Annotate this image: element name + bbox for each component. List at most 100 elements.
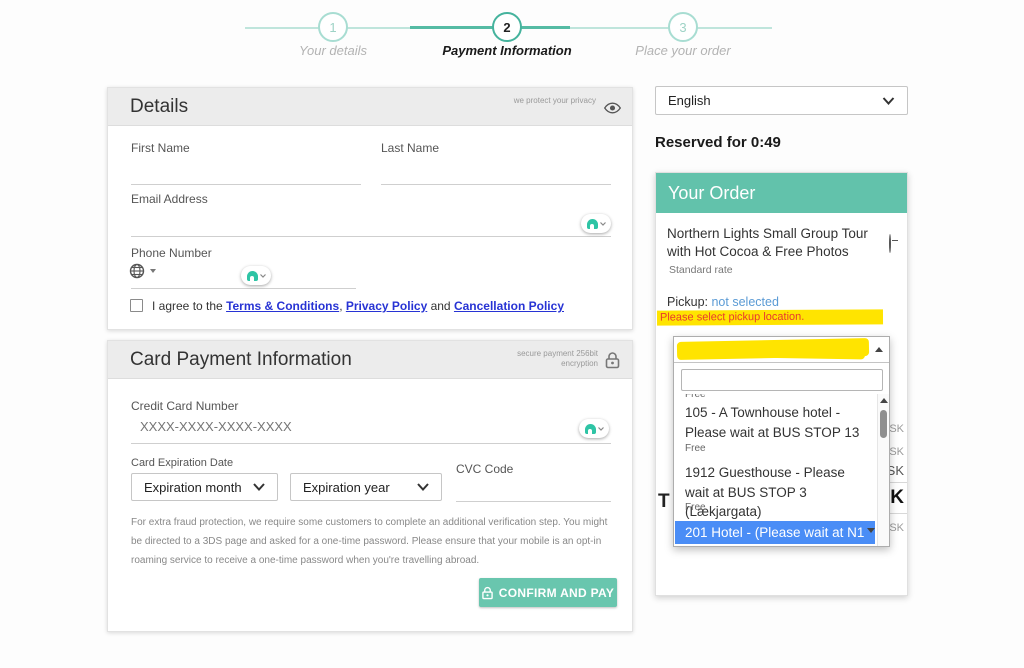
cvc-input[interactable]	[456, 501, 611, 502]
cc-input-underline	[131, 443, 611, 444]
phone-input[interactable]	[131, 288, 356, 289]
cc-input[interactable]	[140, 419, 360, 434]
details-card: Details we protect your privacy First Na…	[107, 87, 633, 330]
last-name-input[interactable]	[381, 184, 611, 185]
pickup-option-price: Free	[685, 502, 706, 513]
language-select[interactable]: English	[655, 86, 908, 115]
payment-card-header: Card Payment Information secure payment …	[108, 341, 632, 379]
autofill-icon[interactable]	[579, 419, 609, 438]
confirm-and-pay-button[interactable]: CONFIRM AND PAY	[479, 578, 617, 607]
rate-label: Standard rate	[669, 264, 733, 276]
clipped-free-label: Free	[685, 394, 706, 400]
details-title: Details	[130, 96, 189, 117]
privacy-note: we protect your privacy	[513, 96, 596, 105]
last-name-label: Last Name	[381, 141, 440, 155]
fraud-note: For extra fraud protection, we require s…	[131, 517, 608, 566]
autofill-arch-icon	[586, 218, 598, 229]
pickup-warning: Please select pickup location.	[656, 309, 884, 326]
payment-title: Card Payment Information	[130, 349, 352, 370]
email-label: Email Address	[131, 192, 208, 206]
divider	[889, 482, 907, 483]
step-3-circle[interactable]: 3	[668, 12, 698, 42]
expiration-month-select[interactable]: Expiration month	[131, 473, 278, 501]
step-1-label: Your details	[299, 43, 367, 58]
autofill-icon[interactable]	[241, 266, 271, 285]
obscured-total-price-fragment: K	[890, 487, 904, 508]
step-1-number: 1	[329, 19, 337, 35]
obscured-price-fragment: SK	[889, 423, 904, 435]
agree-text: I agree to the Terms & Conditions, Priva…	[152, 299, 564, 313]
step-3-label: Place your order	[635, 43, 731, 58]
order-panel: Your Order Northern Lights Small Group T…	[655, 172, 908, 596]
chevron-down-icon	[259, 273, 266, 278]
eye-icon	[603, 101, 622, 119]
step-2-circle[interactable]: 2	[492, 12, 522, 42]
agree-sep: ,	[339, 299, 346, 313]
stepper-line-active	[410, 26, 570, 29]
pickup-option-price: Free	[685, 443, 706, 454]
step-3-number: 3	[679, 19, 687, 35]
chevron-down-icon	[882, 96, 895, 105]
globe-icon[interactable]	[129, 263, 145, 284]
divider	[889, 513, 907, 514]
first-name-input[interactable]	[131, 184, 361, 185]
cc-label: Credit Card Number	[131, 399, 239, 413]
agree-sep: and	[427, 299, 454, 313]
cvc-label: CVC Code	[456, 462, 514, 476]
expiration-year-select[interactable]: Expiration year	[290, 473, 442, 501]
lock-icon	[482, 586, 493, 599]
pickup-select-closed[interactable]	[674, 337, 889, 363]
expiration-year-value: Expiration year	[303, 479, 390, 495]
privacy-policy-link[interactable]: Privacy Policy	[345, 299, 428, 313]
obscured-price-fragment: SK	[886, 463, 904, 478]
step-2-label: Payment Information	[442, 43, 572, 58]
tour-name: Northern Lights Small Group Tour with Ho…	[667, 226, 868, 260]
autofill-arch-icon	[584, 423, 596, 434]
terms-link[interactable]: Terms & Conditions	[226, 299, 340, 313]
obscured-price-fragment: SK	[889, 522, 904, 534]
remove-item-icon[interactable]	[889, 234, 891, 253]
confirm-button-label: CONFIRM AND PAY	[498, 585, 615, 600]
expiration-month-value: Expiration month	[144, 479, 242, 495]
scroll-up-arrow-icon[interactable]	[880, 398, 888, 403]
payment-card: Card Payment Information secure payment …	[107, 340, 633, 632]
chevron-down-icon	[417, 483, 429, 491]
pickup-status-link[interactable]: not selected	[711, 295, 779, 309]
checkout-stepper: 1 2 3 Your details Payment Information P…	[0, 0, 1024, 70]
pickup-label: Pickup:	[667, 295, 708, 309]
secure-note: secure payment 256bit encryption	[517, 349, 598, 369]
autofill-icon[interactable]	[581, 214, 611, 233]
step-2-number: 2	[503, 19, 511, 35]
chevron-down-icon	[253, 483, 265, 491]
cancellation-policy-link[interactable]: Cancellation Policy	[453, 299, 564, 313]
pickup-row: Pickup: not selected	[667, 295, 779, 309]
order-header: Your Order	[656, 173, 907, 213]
country-code-caret-icon[interactable]	[150, 269, 156, 273]
details-card-header: Details we protect your privacy	[108, 88, 632, 126]
agree-checkbox[interactable]	[130, 299, 143, 312]
first-name-label: First Name	[131, 141, 190, 155]
pickup-dropdown: Free 105 - A Townhouse hotel - Please wa…	[673, 336, 890, 547]
phone-label: Phone Number	[131, 246, 212, 260]
pickup-option[interactable]: 1912 Guesthouse - Please wait at BUS STO…	[685, 465, 845, 520]
obscured-price-fragment: SK	[889, 446, 904, 458]
scrollbar-thumb[interactable]	[880, 410, 887, 438]
expiration-label: Card Expiration Date	[131, 457, 234, 469]
pickup-option-selected[interactable]: 201 Hotel - (Please wait at N1	[675, 521, 875, 544]
collapse-arrow-icon[interactable]	[875, 347, 883, 352]
autofill-arch-icon	[246, 270, 258, 281]
chevron-down-icon	[597, 426, 604, 431]
order-title: Your Order	[668, 183, 756, 203]
dropdown-scrollbar[interactable]	[877, 394, 889, 546]
step-1-circle[interactable]: 1	[318, 12, 348, 42]
clipped-option-sub: Free	[685, 394, 706, 401]
agree-prefix: I agree to the	[152, 299, 227, 313]
email-input[interactable]	[131, 236, 611, 237]
reserved-timer: Reserved for 0:49	[655, 134, 781, 151]
chevron-down-icon	[599, 221, 606, 226]
lock-icon	[605, 351, 620, 374]
pickup-search-input[interactable]	[681, 369, 883, 391]
pickup-option[interactable]: 105 - A Townhouse hotel - Please wait at…	[685, 405, 860, 440]
scroll-down-arrow-icon[interactable]	[867, 528, 875, 533]
